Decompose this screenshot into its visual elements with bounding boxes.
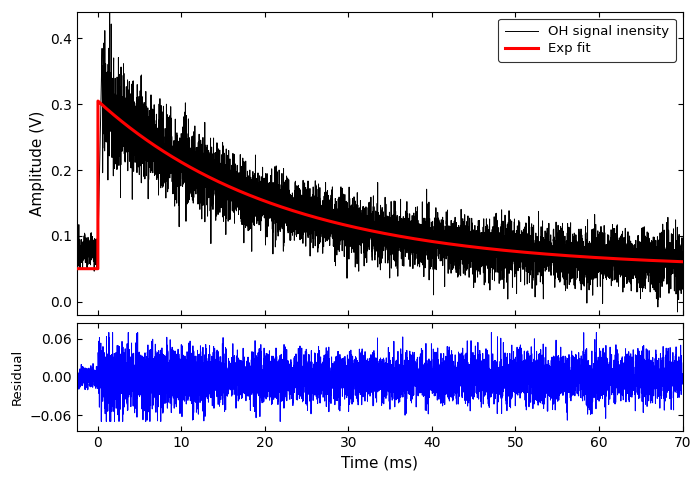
Exp fit bbox=[647, 258, 655, 263]
X-axis label: Time (ms): Time (ms) bbox=[342, 455, 419, 470]
Exp fit bbox=[400, 234, 408, 240]
OH signal inensity bbox=[106, 0, 114, 3]
Exp fit bbox=[94, 98, 102, 104]
OH signal inensity bbox=[637, 285, 645, 291]
Exp fit bbox=[306, 213, 314, 219]
OH signal inensity bbox=[89, 250, 97, 256]
OH signal inensity bbox=[306, 204, 314, 210]
OH signal inensity bbox=[678, 249, 687, 255]
Exp fit bbox=[678, 259, 687, 264]
Y-axis label: Residual: Residual bbox=[11, 349, 25, 405]
Exp fit bbox=[637, 257, 645, 263]
Exp fit bbox=[389, 232, 397, 238]
Exp fit bbox=[73, 266, 81, 272]
OH signal inensity bbox=[389, 248, 397, 254]
Line: OH signal inensity: OH signal inensity bbox=[77, 0, 682, 312]
Line: Exp fit: Exp fit bbox=[77, 101, 682, 269]
OH signal inensity bbox=[647, 248, 655, 254]
OH signal inensity bbox=[73, 249, 81, 255]
OH signal inensity bbox=[400, 220, 408, 226]
Y-axis label: Amplitude (V): Amplitude (V) bbox=[29, 111, 45, 216]
OH signal inensity bbox=[673, 309, 682, 315]
Legend: OH signal inensity, Exp fit: OH signal inensity, Exp fit bbox=[498, 19, 676, 62]
Exp fit bbox=[89, 266, 97, 272]
